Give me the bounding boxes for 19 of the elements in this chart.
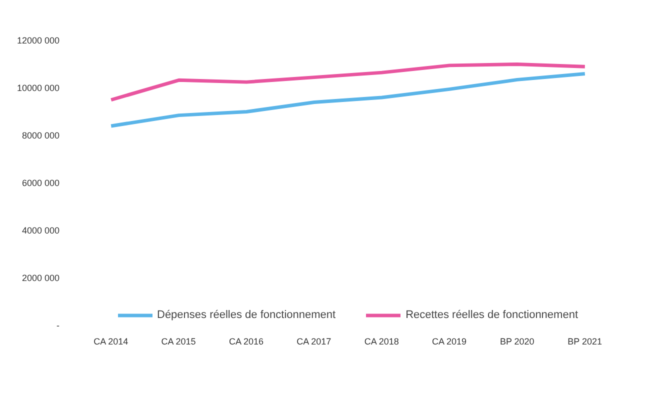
y-tick-label: 4000 000 [22,226,60,236]
legend-label: Dépenses réelles de fonctionnement [157,309,336,321]
x-tick-label: CA 2019 [432,336,467,346]
x-tick-label: BP 2021 [568,336,602,346]
y-tick-label: 12000 000 [16,36,60,46]
x-tick-label: CA 2015 [161,336,196,346]
x-tick-label: CA 2014 [94,336,128,346]
y-tick-label: 6000 000 [22,178,60,188]
y-tick-label: 2000 000 [22,273,60,283]
x-tick-label: CA 2017 [296,336,332,346]
y-tick-label: 8000 000 [22,130,60,140]
y-tick-label: - [56,320,60,330]
line-series [109,62,587,102]
line-series [109,72,587,128]
x-tick-label: CA 2016 [228,336,264,346]
x-tick-label: BP 2020 [500,336,534,346]
x-tick-label: CA 2018 [364,336,399,346]
legend-label: Recettes réelles de fonctionnement [406,309,578,321]
y-tick-label: 10000 000 [16,83,60,93]
